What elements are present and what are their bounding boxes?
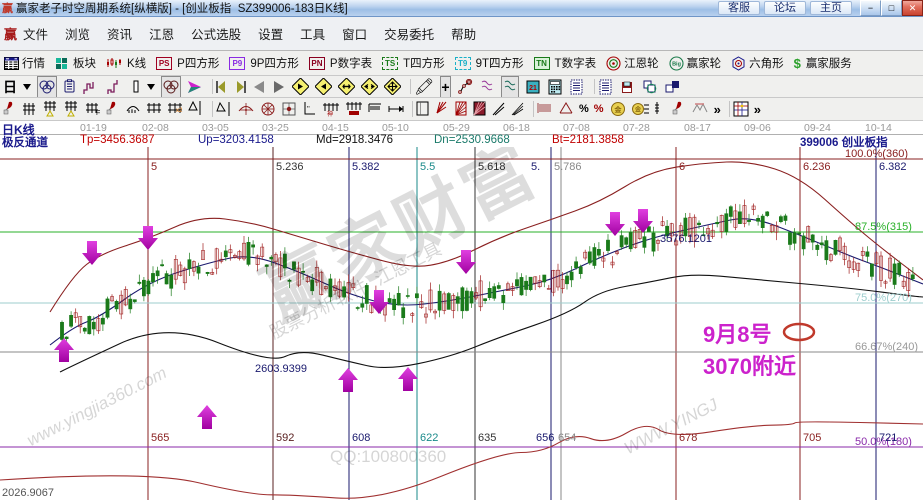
svg-text:x2: x2: [176, 108, 183, 114]
svg-text:5.236: 5.236: [276, 161, 304, 173]
svg-text:2603.9399: 2603.9399: [255, 363, 307, 375]
svg-text:金: 金: [613, 105, 622, 114]
svg-text:656: 656: [536, 432, 554, 444]
svg-text:3576.1201: 3576.1201: [660, 233, 712, 245]
svg-text:F: F: [96, 110, 100, 117]
svg-text:3070附近: 3070附近: [703, 354, 796, 379]
svg-text:5.618: 5.618: [478, 161, 506, 173]
svg-text:565: 565: [151, 432, 169, 444]
svg-text:5: 5: [151, 161, 157, 173]
svg-text:5.382: 5.382: [352, 161, 380, 173]
svg-text:654: 654: [558, 432, 576, 444]
svg-text:592: 592: [276, 432, 294, 444]
svg-text:66.67%(240): 66.67%(240): [855, 341, 918, 353]
svg-text:金: 金: [634, 106, 642, 114]
svg-text:721: 721: [879, 432, 897, 444]
svg-text:5.: 5.: [531, 161, 540, 173]
svg-text:100.0%(360): 100.0%(360): [845, 148, 908, 160]
svg-text:21: 21: [529, 85, 537, 92]
svg-text:635: 635: [478, 432, 496, 444]
svg-text:'': '': [307, 106, 310, 113]
svg-text:Big: Big: [672, 61, 681, 67]
svg-text:6: 6: [679, 161, 685, 173]
svg-text:608: 608: [352, 432, 370, 444]
svg-text:神: 神: [327, 110, 333, 117]
svg-text:5.786: 5.786: [554, 161, 582, 173]
svg-text:678: 678: [679, 432, 697, 444]
svg-text:5.5: 5.5: [420, 161, 435, 173]
svg-text:6.382: 6.382: [879, 161, 907, 173]
svg-text:705: 705: [803, 432, 821, 444]
svg-text:75.0%(270): 75.0%(270): [855, 292, 912, 304]
svg-text:622: 622: [420, 432, 438, 444]
svg-text:87.5%(315): 87.5%(315): [855, 221, 912, 233]
svg-text:6.236: 6.236: [803, 161, 831, 173]
svg-text:2026.9067: 2026.9067: [2, 487, 54, 499]
svg-text:9月8号: 9月8号: [703, 322, 771, 347]
